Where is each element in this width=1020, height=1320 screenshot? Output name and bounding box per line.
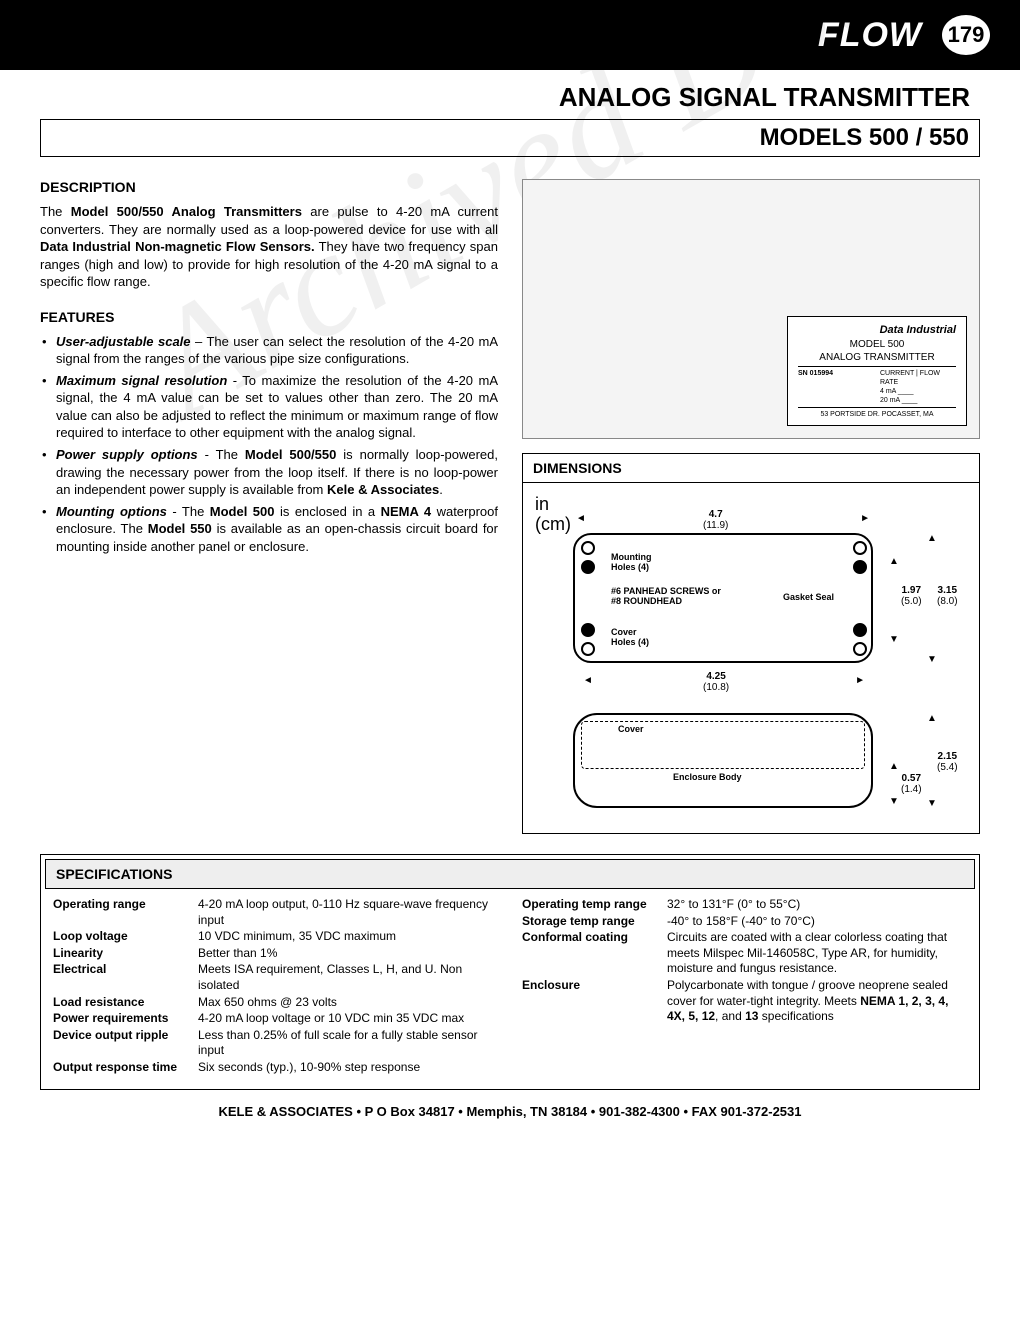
dim-top-width: 4.7(11.9) <box>703 509 728 531</box>
product-flow-col: CURRENT | FLOW RATE 4 mA ____ 20 mA ____ <box>880 369 956 405</box>
feature-sep: - <box>227 373 242 388</box>
product-sn-col: SN 015994 <box>798 369 874 405</box>
cover-hole <box>853 623 867 637</box>
spec-val: Meets ISA requirement, Classes L, H, and… <box>198 962 498 993</box>
spec-val: Better than 1% <box>198 946 498 962</box>
spec-key: Conformal coating <box>522 930 667 977</box>
page-footer: KELE & ASSOCIATES • P O Box 34817 • Memp… <box>40 1104 980 1119</box>
page-number-badge: 179 <box>942 15 990 55</box>
subtitle-box: MODELS 500 / 550 <box>40 119 980 157</box>
dim-label-body: Enclosure Body <box>673 773 742 783</box>
dim-arrow-v <box>933 715 934 807</box>
dimensions-box: DIMENSIONS in (cm) Moun <box>522 453 980 834</box>
spec-key: Load resistance <box>53 995 198 1011</box>
feature-text: The <box>216 447 245 462</box>
spec-val: 32° to 131°F (0° to 55°C) <box>667 897 967 913</box>
header-bar: FLOW 179 <box>0 0 1020 70</box>
feature-bold: Model 500/550 <box>245 447 336 462</box>
dimensions-diagram: in (cm) Mounting Holes (4) #6 PANHEAD SC… <box>523 483 979 833</box>
desc-pre: The <box>40 204 71 219</box>
dim-arrow-v <box>895 763 896 805</box>
spec-key: Linearity <box>53 946 198 962</box>
spec-key: Enclosure <box>522 978 667 1025</box>
feature-title: Maximum signal resolution <box>56 373 227 388</box>
feature-title: Power supply options <box>56 447 198 462</box>
feature-title: User-adjustable scale <box>56 334 191 349</box>
dim-h4: 2.15(5.4) <box>937 751 958 773</box>
page-title: ANALOG SIGNAL TRANSMITTER <box>40 82 980 113</box>
spec-key: Storage temp range <box>522 914 667 930</box>
feature-bold: Kele & Associates <box>327 482 439 497</box>
desc-bold1: Model 500/550 Analog Transmitters <box>71 204 302 219</box>
dimensions-heading: DIMENSIONS <box>523 454 979 483</box>
product-brand: Data Industrial <box>798 323 956 337</box>
dim-label-coverholes: Cover Holes (4) <box>611 628 649 648</box>
product-image: Data Industrial MODEL 500 ANALOG TRANSMI… <box>522 179 980 439</box>
feature-bold: Model 550 <box>148 521 212 536</box>
product-model2: ANALOG TRANSMITTER <box>798 351 956 364</box>
features-heading: FEATURES <box>40 309 498 325</box>
spec-key: Electrical <box>53 962 198 993</box>
dim-label-mounting: Mounting Holes (4) <box>611 553 651 573</box>
feature-item: Maximum signal resolution - To maximize … <box>40 372 498 442</box>
spec-val: 4-20 mA loop output, 0-110 Hz square-wav… <box>198 897 498 928</box>
description-text: The Model 500/550 Analog Transmitters ar… <box>40 203 498 291</box>
spec-val: 10 VDC minimum, 35 VDC maximum <box>198 929 498 945</box>
feature-bold: Model 500 <box>210 504 275 519</box>
dim-label-gasket: Gasket Seal <box>783 593 834 603</box>
feature-title: Mounting options <box>56 504 167 519</box>
feature-sep: - <box>198 447 216 462</box>
spec-key: Device output ripple <box>53 1028 198 1059</box>
spec-key: Operating temp range <box>522 897 667 913</box>
specifications-box: SPECIFICATIONS Operating range4-20 mA lo… <box>40 854 980 1090</box>
cover-hole <box>581 642 595 656</box>
features-list: User-adjustable scale – The user can sel… <box>40 333 498 556</box>
feature-text: The <box>182 504 210 519</box>
dim-label-cover: Cover <box>618 725 644 735</box>
spec-val: Polycarbonate with tongue / groove neopr… <box>667 978 967 1025</box>
description-heading: DESCRIPTION <box>40 179 498 195</box>
dim-h3: 0.57(1.4) <box>901 773 922 795</box>
feature-sep: - <box>167 504 182 519</box>
mounting-hole <box>853 560 867 574</box>
feature-text: is enclosed in a <box>275 504 381 519</box>
spec-key: Loop voltage <box>53 929 198 945</box>
page-subtitle: MODELS 500 / 550 <box>51 124 969 152</box>
header-category: FLOW <box>818 16 922 55</box>
feature-sep: – <box>191 334 207 349</box>
spec-val: Circuits are coated with a clear colorle… <box>667 930 967 977</box>
feature-bold: NEMA 4 <box>381 504 432 519</box>
feature-item: Mounting options - The Model 500 is encl… <box>40 503 498 556</box>
product-label: Data Industrial MODEL 500 ANALOG TRANSMI… <box>787 316 967 426</box>
spec-key: Operating range <box>53 897 198 928</box>
dim-units: in (cm) <box>535 495 967 535</box>
mounting-hole <box>853 541 867 555</box>
dim-inner-width: 4.25(10.8) <box>703 671 729 693</box>
feature-item: User-adjustable scale – The user can sel… <box>40 333 498 368</box>
spec-val: Less than 0.25% of full scale for a full… <box>198 1028 498 1059</box>
cover-hole <box>581 623 595 637</box>
spec-val: Max 650 ohms @ 23 volts <box>198 995 498 1011</box>
cover-hole <box>853 642 867 656</box>
spec-col-right: Operating temp range32° to 131°F (0° to … <box>522 897 967 1077</box>
spec-key: Output response time <box>53 1060 198 1076</box>
spec-val: -40° to 158°F (-40° to 70°C) <box>667 914 967 930</box>
dim-label-screws: #6 PANHEAD SCREWS or #8 ROUNDHEAD <box>611 587 721 607</box>
desc-bold2: Data Industrial Non-magnetic Flow Sensor… <box>40 239 315 254</box>
feature-item: Power supply options - The Model 500/550… <box>40 446 498 499</box>
spec-key: Power requirements <box>53 1011 198 1027</box>
specifications-heading: SPECIFICATIONS <box>45 859 975 889</box>
spec-val: 4-20 mA loop voltage or 10 VDC min 35 VD… <box>198 1011 498 1027</box>
spec-col-left: Operating range4-20 mA loop output, 0-11… <box>53 897 498 1077</box>
dim-arrow-v <box>933 535 934 663</box>
dim-h1: 1.97(5.0) <box>901 585 922 607</box>
product-model1: MODEL 500 <box>798 338 956 351</box>
mounting-hole <box>581 560 595 574</box>
spec-val: Six seconds (typ.), 10-90% step response <box>198 1060 498 1076</box>
dim-h2: 3.15(8.0) <box>937 585 958 607</box>
feature-text: . <box>439 482 443 497</box>
mounting-hole <box>581 541 595 555</box>
product-addr: 53 PORTSIDE DR. POCASSET, MA <box>798 410 956 419</box>
dim-arrow-v <box>895 558 896 643</box>
